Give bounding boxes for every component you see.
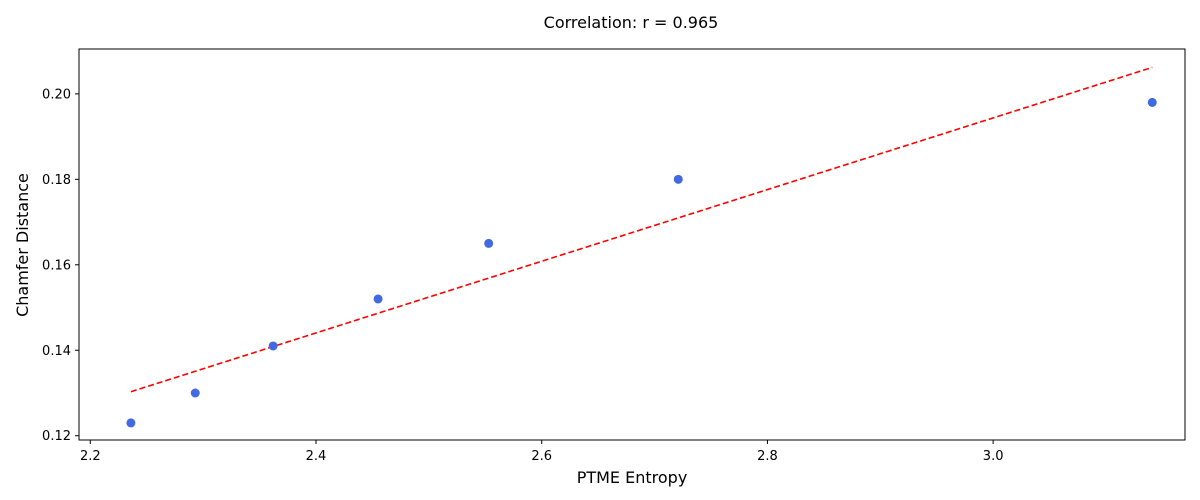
data-point — [373, 294, 383, 304]
data-point — [268, 341, 278, 351]
y-axis-title: Chamfer Distance — [13, 173, 32, 317]
x-axis: 2.2 2.4 2.6 2.8 3.0 — [80, 440, 1004, 464]
x-tick-label: 3.0 — [983, 449, 1004, 464]
data-point — [673, 174, 683, 184]
data-point — [126, 418, 136, 428]
x-tick-label: 2.4 — [306, 449, 327, 464]
data-point — [484, 238, 494, 248]
x-axis-title: PTME Entropy — [577, 468, 688, 487]
data-point — [190, 388, 200, 398]
y-tick-label: 0.14 — [42, 344, 71, 359]
x-tick-label: 2.2 — [80, 449, 101, 464]
y-tick-label: 0.20 — [42, 87, 71, 102]
data-point — [1147, 97, 1157, 107]
y-axis: 0.12 0.14 0.16 0.18 0.20 — [42, 87, 79, 444]
x-tick-label: 2.8 — [757, 449, 778, 464]
y-tick-label: 0.16 — [42, 258, 71, 273]
plot-frame — [78, 48, 1186, 441]
plot-area — [126, 66, 1157, 428]
y-tick-label: 0.18 — [42, 173, 71, 188]
x-tick-label: 2.6 — [531, 449, 552, 464]
trend-line — [130, 66, 1153, 393]
chart-title: Correlation: r = 0.965 — [544, 13, 719, 32]
y-tick-label: 0.12 — [42, 429, 71, 444]
